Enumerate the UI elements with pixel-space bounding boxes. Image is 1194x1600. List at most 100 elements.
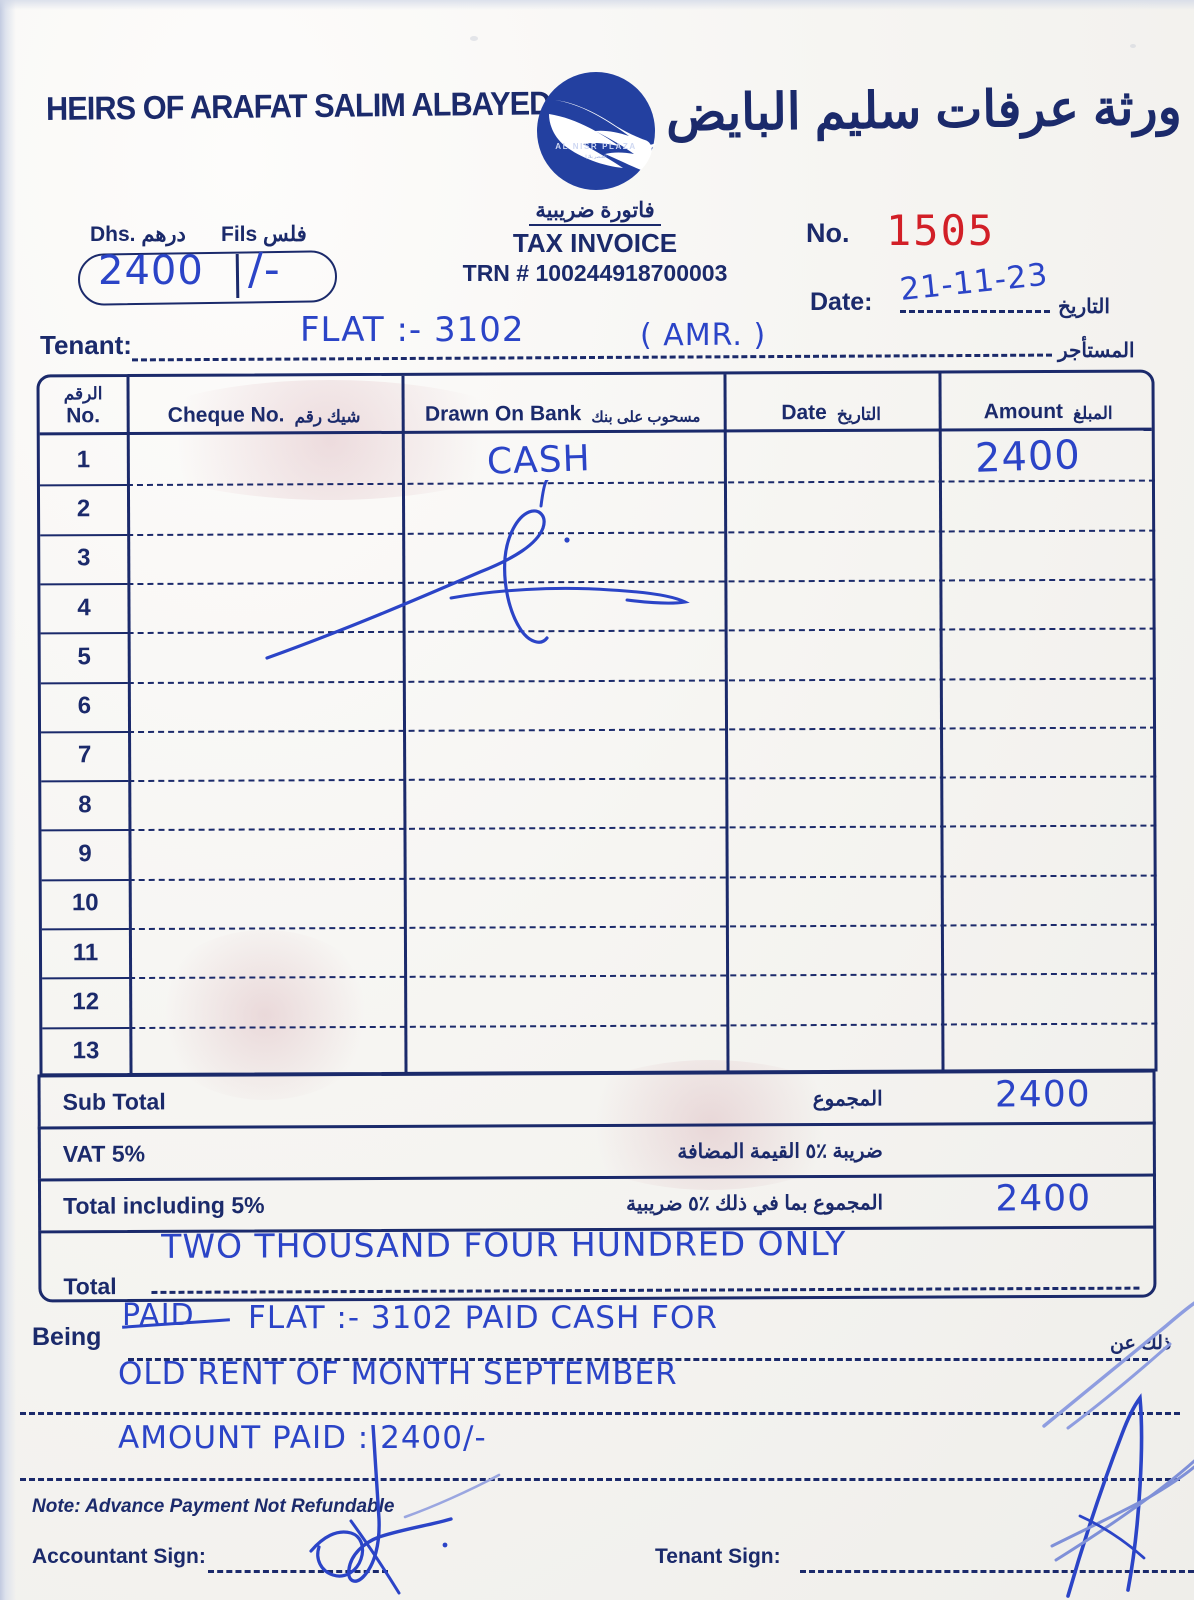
column-header-cheque-no-arabic: شيك رقم: [294, 407, 361, 427]
column-header-date: Date التاريخ: [723, 374, 938, 433]
column-header-cheque-no-english: Cheque No.: [167, 403, 285, 427]
column-header-bank-arabic: مسحوب على بنك: [591, 408, 701, 427]
total-including-label-arabic: المجموع بما في ذلك ٪٥ ضريبية: [626, 1191, 884, 1215]
column-header-date-arabic: التاريخ: [836, 404, 882, 424]
scan-edge-artifact-top: [0, 0, 1194, 10]
row-number: 11: [72, 938, 99, 966]
vat-label: VAT 5%: [62, 1139, 146, 1167]
total-including-value-handwritten: 2400: [995, 1177, 1092, 1219]
table-row: 5: [40, 628, 1156, 684]
tenant-signature-tail: [1042, 1301, 1194, 1430]
table-row: 6: [41, 677, 1157, 734]
logo-wordmark: AL NISR PLAZA: [555, 142, 637, 151]
paper-smudge: [150, 930, 380, 1100]
table-row: 3: [40, 529, 1156, 586]
vat-label-arabic: ضريبة ٪٥ القيمة المضافة: [677, 1139, 883, 1163]
tenant-sign-line: [800, 1570, 1194, 1573]
accountant-sign-label: Accountant Sign:: [32, 1545, 206, 1568]
being-fill-line-3: [20, 1478, 1180, 1481]
date-label: Date:: [810, 288, 873, 316]
table-row: 4: [40, 578, 1156, 635]
letterhead: HEIRS OF ARAFAT SALIM ALBAYEDH AL NISR P…: [0, 62, 1194, 190]
paper-speck: [470, 36, 478, 41]
table-header-row: الرقم No. Cheque No. شيك رقم Drawn On Ba…: [39, 372, 1152, 436]
column-header-amount-arabic: المبلغ: [1073, 403, 1113, 423]
tenant-signature: [1050, 1393, 1194, 1598]
row-number: 7: [77, 741, 92, 769]
fils-value-handwritten: /-: [248, 244, 281, 295]
column-header-drawn-on-bank: Drawn On Bank مسحوب على بنك: [401, 374, 723, 433]
being-fill-line-2: [20, 1412, 1180, 1415]
tenant-sign-label: Tenant Sign:: [655, 1545, 781, 1568]
being-line-3-handwritten: AMOUNT PAID : 2400/-: [118, 1420, 487, 1456]
column-header-no-english: No.: [66, 404, 101, 428]
column-header-no: الرقم No.: [39, 377, 126, 435]
row-number: 9: [78, 840, 92, 868]
row-number: 3: [77, 544, 91, 572]
tenant-name-handwritten: ( AMR. ): [640, 318, 767, 353]
subtotal-row: Sub Total المجموع 2400: [37, 1069, 1156, 1127]
row-number: 1: [76, 445, 91, 473]
fils-label: Fils فلس: [221, 223, 307, 246]
invoice-no-value: 1505: [886, 206, 996, 255]
scan-edge-artifact-left: [0, 0, 16, 1600]
subtotal-value-handwritten: 2400: [994, 1073, 1091, 1115]
column-header-cheque-no: Cheque No. شيك رقم: [126, 376, 401, 435]
vat-row: VAT 5% ضريبة ٪٥ القيمة المضافة: [37, 1121, 1156, 1179]
table-row: 2: [40, 480, 1156, 537]
table-row: 12: [42, 973, 1158, 1030]
table-row: 11: [42, 924, 1158, 980]
paper-smudge: [560, 1060, 860, 1190]
table-row: 10: [41, 874, 1157, 931]
row-1-bank-handwritten: CASH: [486, 438, 592, 483]
refund-note: Note: Advance Payment Not Refundable: [32, 1496, 395, 1517]
being-label: Being: [32, 1323, 102, 1351]
company-name-english: HEIRS OF ARAFAT SALIM ALBAYEDH: [45, 84, 572, 127]
column-header-no-arabic: الرقم: [63, 384, 103, 404]
being-line-2-handwritten: OLD RENT OF MONTH SEPTEMBER: [118, 1356, 678, 1392]
row-number: 6: [77, 692, 92, 720]
logo-tagline: العنصر بلازا: [585, 154, 607, 159]
tenant-fill-line: [131, 353, 1053, 362]
row-number: 5: [77, 643, 91, 671]
tax-invoice-title-arabic: فاتورة ضريبية: [529, 198, 661, 226]
total-words-label: Total: [63, 1273, 117, 1300]
trn-number: TRN # 100244918700003: [462, 260, 728, 286]
row-number: 12: [72, 988, 100, 1016]
date-label-arabic: التاريخ: [1058, 296, 1110, 318]
company-name-arabic: ورثة عرفات سليم البايض: [665, 79, 1183, 142]
row-number: 8: [78, 790, 92, 819]
totals-block: Sub Total المجموع 2400 VAT 5% ضريبة ٪٥ ا…: [37, 1069, 1157, 1303]
being-fill-line-1: [128, 1358, 1148, 1361]
row-number: 2: [76, 495, 91, 523]
date-value-handwritten: 21-11-23: [898, 256, 1050, 308]
subtotal-label: Sub Total: [62, 1087, 166, 1115]
tenant-label: Tenant:: [40, 330, 132, 360]
table-row: 8: [41, 776, 1157, 832]
tax-invoice-title-block: فاتورة ضريبية TAX INVOICE TRN # 10024491…: [420, 198, 770, 287]
total-words-handwritten: TWO THOUSAND FOUR HUNDRED ONLY: [161, 1223, 847, 1266]
total-including-label: Total including 5%: [63, 1191, 265, 1219]
table-row: 7: [41, 726, 1157, 783]
being-line-1-handwritten: FLAT :- 3102 PAID CASH FOR: [248, 1300, 718, 1336]
table-body: 1 2 3 4 5 6 7 8 9 10 11 12 13: [39, 431, 1158, 1077]
total-words-row: Total TWO THOUSAND FOUR HUNDRED ONLY: [38, 1223, 1157, 1303]
tax-invoice-title-english: TAX INVOICE: [512, 228, 678, 258]
row-number: 13: [72, 1037, 100, 1065]
invoice-no-label: No.: [806, 218, 850, 248]
column-header-date-english: Date: [781, 400, 827, 425]
total-words-fill-line: [151, 1286, 1140, 1294]
logo-circle-icon: [537, 72, 655, 190]
dhs-value-handwritten: 2400: [98, 248, 204, 294]
paper-smudge: [120, 380, 540, 500]
column-header-bank-english: Drawn On Bank: [424, 402, 582, 426]
al-nisr-plaza-logo: AL NISR PLAZA العنصر بلازا: [525, 64, 670, 192]
accountant-sign-line: [208, 1570, 388, 1573]
table-row: 9: [41, 825, 1157, 882]
tenant-value-handwritten: FLAT :- 3102: [300, 310, 525, 350]
paper-speck: [1130, 44, 1136, 48]
column-header-amount-english: Amount: [983, 399, 1064, 424]
tenant-label-arabic: المستأجر: [1058, 340, 1135, 362]
total-including-row: Total including 5% المجموع بما في ذلك ٪٥…: [37, 1173, 1157, 1231]
